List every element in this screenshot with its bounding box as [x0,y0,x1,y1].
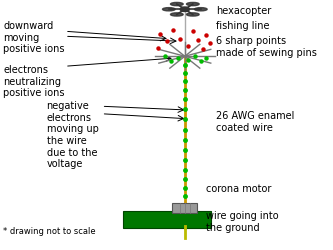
Ellipse shape [180,7,189,12]
Text: negative
electrons
moving up
the wire
due to the
voltage: negative electrons moving up the wire du… [47,101,99,169]
Text: downward
moving
positive ions: downward moving positive ions [3,21,65,54]
Text: * drawing not to scale: * drawing not to scale [3,227,96,236]
Text: corona motor: corona motor [206,184,272,194]
Ellipse shape [186,2,199,6]
Text: 6 sharp points
made of sewing pins: 6 sharp points made of sewing pins [216,36,317,58]
Text: fishing line: fishing line [216,21,270,31]
Ellipse shape [170,13,183,16]
FancyBboxPatch shape [172,203,197,212]
FancyBboxPatch shape [123,211,211,228]
Text: electrons
neutralizing
positive ions: electrons neutralizing positive ions [3,65,65,98]
Text: hexacopter: hexacopter [216,6,272,16]
Text: 26 AWG enamel
coated wire: 26 AWG enamel coated wire [216,111,295,133]
Ellipse shape [194,8,207,11]
Ellipse shape [170,2,183,6]
Ellipse shape [163,8,175,11]
Text: wire going into
the ground: wire going into the ground [206,211,279,233]
Ellipse shape [186,13,199,16]
